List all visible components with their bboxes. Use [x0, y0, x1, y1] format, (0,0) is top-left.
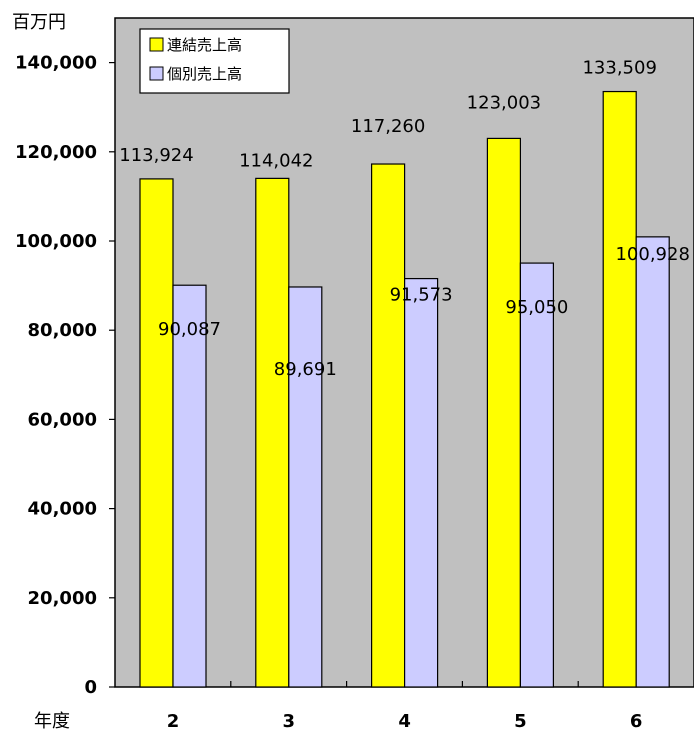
legend: 連結売上高 個別売上高	[139, 28, 290, 94]
bar-consolidated-5	[486, 137, 521, 688]
data-label-non-consolidated-4: 91,573	[390, 285, 453, 306]
data-label-consolidated-2: 113,924	[119, 145, 193, 166]
data-label-non-consolidated-5: 95,050	[505, 297, 568, 318]
bar-consolidated-4	[371, 163, 406, 688]
y-tick-label: 20,000	[28, 588, 97, 609]
y-axis: 0 20,000 40,000 60,000 80,000 100,000 120,000 1…	[15, 53, 115, 698]
bar-consolidated-2	[139, 178, 174, 688]
y-axis-unit-label: 百万円	[12, 12, 66, 33]
x-tick-label: 2	[167, 711, 180, 732]
x-tick-label: 6	[630, 711, 643, 732]
y-tick-label: 140,000	[15, 53, 97, 74]
x-axis: 2 3 4 5 6	[167, 681, 643, 732]
y-tick-label: 0	[84, 677, 97, 698]
data-label-non-consolidated-3: 89,691	[274, 359, 337, 380]
x-tick-label: 4	[398, 711, 411, 732]
legend-swatch-non-consolidated	[149, 66, 164, 81]
legend-box	[139, 28, 290, 94]
data-label-consolidated-6: 133,509	[582, 58, 656, 79]
data-label-non-consolidated-2: 90,087	[158, 319, 221, 340]
bar-non-consolidated-5	[519, 262, 555, 688]
bars-layer	[139, 90, 670, 688]
y-tick-label: 100,000	[15, 231, 97, 252]
data-label-non-consolidated-6: 100,928	[615, 244, 689, 265]
y-tick-label: 40,000	[28, 499, 97, 520]
bar-non-consolidated-3	[288, 286, 323, 688]
y-tick-label: 80,000	[28, 320, 97, 341]
data-label-consolidated-5: 123,003	[467, 92, 541, 113]
bar-non-consolidated-4	[404, 277, 439, 688]
x-tick-label: 3	[283, 711, 296, 732]
legend-swatch-consolidated	[149, 37, 164, 52]
data-label-consolidated-3: 114,042	[239, 150, 313, 171]
y-tick-label: 120,000	[15, 142, 97, 163]
bar-consolidated-3	[255, 177, 290, 688]
y-tick-label: 60,000	[28, 409, 97, 430]
data-labels-layer: 113,924 114,042 117,260 123,003 133,509 90,08…	[119, 58, 690, 380]
bar-non-consolidated-6	[635, 236, 670, 688]
x-axis-title: 年度	[34, 711, 70, 732]
bar-non-consolidated-2	[172, 284, 207, 688]
x-tick-label: 5	[514, 711, 527, 732]
legend-label-non-consolidated: 個別売上高	[167, 65, 242, 83]
legend-label-consolidated: 連結売上高	[167, 36, 242, 54]
data-label-consolidated-4: 117,260	[351, 116, 425, 137]
bar-consolidated-6	[602, 90, 637, 688]
